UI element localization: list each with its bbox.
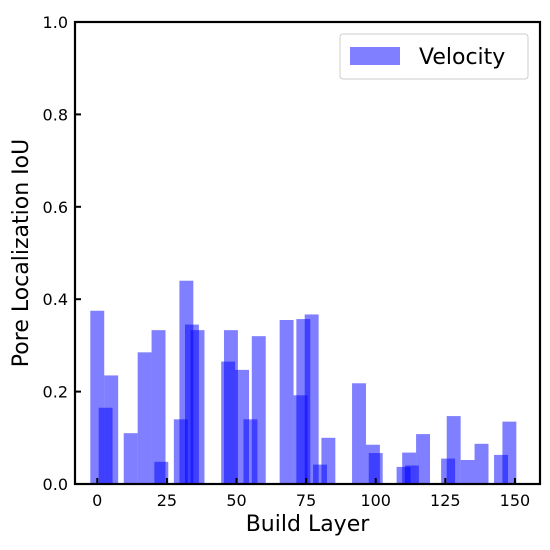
y-tick-label: 0.6 xyxy=(43,198,68,217)
bar xyxy=(137,352,152,484)
y-tick-label: 0.4 xyxy=(43,290,68,309)
x-axis-label: Build Layer xyxy=(246,512,371,537)
bar xyxy=(352,383,366,484)
bar xyxy=(154,461,169,484)
ticks-group: 0 25 50 75 100 125 150 0.0 0.2 0.4 0.6 0.8 1.0 xyxy=(43,13,531,510)
bar xyxy=(404,465,419,484)
bar xyxy=(279,319,294,484)
bar xyxy=(474,443,489,484)
bar xyxy=(460,459,475,484)
legend-box xyxy=(339,33,529,80)
bar xyxy=(223,330,238,484)
bar xyxy=(368,453,383,484)
x-tick-label: 150 xyxy=(500,491,531,510)
y-tick-label: 0.2 xyxy=(43,383,68,402)
bar xyxy=(304,314,319,484)
bar xyxy=(104,375,119,484)
bar xyxy=(190,330,205,484)
legend: Velocity xyxy=(339,33,529,80)
bar xyxy=(502,421,517,484)
y-tick-label: 0.8 xyxy=(43,105,68,124)
bar xyxy=(123,433,138,484)
x-tick-label: 50 xyxy=(226,491,246,510)
x-tick-label: 125 xyxy=(430,491,461,510)
legend-swatch xyxy=(350,47,400,65)
bars-group xyxy=(90,280,517,484)
x-tick-label: 0 xyxy=(92,491,102,510)
y-tick-label: 1.0 xyxy=(43,13,68,32)
y-tick-label: 0.0 xyxy=(43,475,68,494)
bar xyxy=(446,416,461,484)
x-tick-label: 25 xyxy=(157,491,177,510)
bar xyxy=(251,336,266,484)
bar xyxy=(416,434,431,484)
plot-frame xyxy=(73,20,542,486)
y-axis-label: Pore Localization IoU xyxy=(9,139,34,367)
bar xyxy=(151,330,166,484)
bar xyxy=(321,437,336,484)
x-tick-label: 75 xyxy=(296,491,316,510)
legend-label: Velocity xyxy=(419,45,505,70)
x-tick-label: 100 xyxy=(360,491,391,510)
